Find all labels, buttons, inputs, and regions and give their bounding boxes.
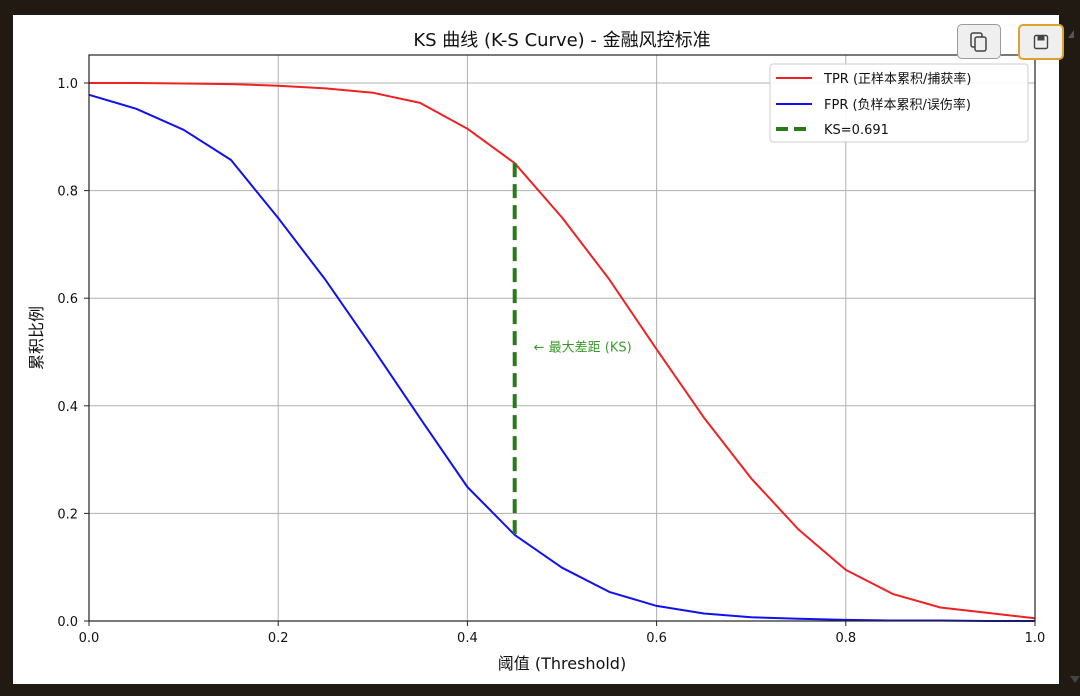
x-tick-label: 0.2: [268, 631, 289, 646]
copy-button[interactable]: [957, 24, 1001, 59]
series-layer: [88, 82, 1036, 622]
legend: TPR (正样本累积/捕获率) FPR (负样本累积/误伤率) KS=0.691: [769, 63, 1029, 143]
axis-ticks: 0.0 0.2 0.4 0.6 0.8 1.0 0.0 0.2 0.4 0.6 0.8 1.0: [57, 77, 1045, 646]
y-tick-label: 0.6: [57, 292, 78, 307]
legend-label-tpr: TPR (正样本累积/捕获率): [823, 71, 971, 87]
y-tick-label: 0.4: [57, 400, 78, 415]
x-tick-label: 0.6: [646, 631, 667, 646]
save-button[interactable]: [1018, 24, 1064, 60]
x-tick-label: 1.0: [1025, 631, 1046, 646]
x-tick-label: 0.8: [835, 631, 856, 646]
legend-label-ks: KS=0.691: [824, 123, 889, 138]
y-tick-label: 0.2: [57, 507, 78, 522]
x-axis-label: 阈值 (Threshold): [498, 654, 626, 673]
fpr-curve: [88, 93, 1035, 622]
floppy-disk-icon: [1033, 34, 1049, 50]
legend-box: [769, 63, 1029, 143]
x-tick-label: 0.4: [457, 631, 478, 646]
chart-title: KS 曲线 (K-S Curve) - 金融风控标准: [413, 30, 710, 51]
y-tick-label: 0.0: [57, 615, 78, 630]
scroll-indicator-icon: [1070, 676, 1080, 683]
tpr-curve: [89, 82, 1036, 620]
x-tick-label: 0.0: [79, 631, 100, 646]
y-tick-label: 1.0: [57, 77, 78, 92]
legend-label-fpr: FPR (负样本累积/误伤率): [824, 97, 971, 113]
copy-icon: [970, 31, 987, 52]
y-tick-label: 0.8: [57, 185, 78, 200]
y-axis-label: 累积比例: [27, 306, 46, 370]
plot-frame: [88, 54, 1036, 622]
resize-handle-icon: [1068, 30, 1074, 38]
ks-annotation: ← 最大差距 (KS): [534, 341, 632, 356]
